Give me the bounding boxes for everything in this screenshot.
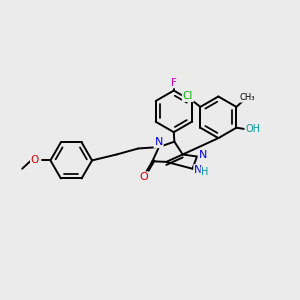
Text: N: N [154,137,163,147]
Text: F: F [171,77,177,88]
Text: O: O [139,172,148,182]
Text: H: H [201,167,209,177]
Text: CH₃: CH₃ [240,93,255,102]
Text: O: O [31,155,39,165]
Text: N: N [194,165,202,175]
Text: OH: OH [245,124,260,134]
Text: Cl: Cl [183,91,193,101]
Text: N: N [199,150,207,160]
